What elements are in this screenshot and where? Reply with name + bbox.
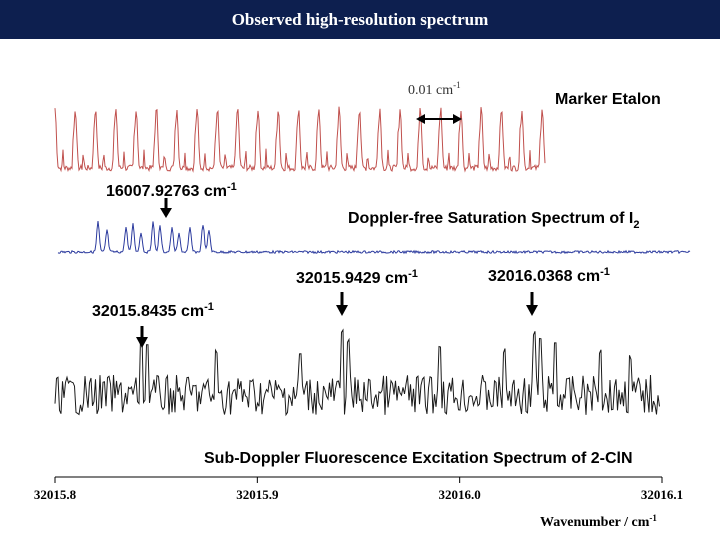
- fluorescence-series-label: Sub-Doppler Fluorescence Excitation Spec…: [204, 450, 633, 467]
- x-axis-ticks: 32015.8 32015.9 32016.0 32016.1: [34, 477, 683, 502]
- fluorescence-trace: [54, 328, 660, 417]
- iodine-trace: [57, 221, 691, 255]
- line-arrow-1: [336, 292, 348, 316]
- x-axis-label: Wavenumber / cm-1: [540, 513, 657, 530]
- etalon-series-label: Marker Etalon: [555, 91, 661, 108]
- etalon-spacing-label: 0.01 cm-1: [408, 80, 461, 98]
- iodine-series-label: Doppler-free Saturation Spectrum of I2: [348, 210, 640, 231]
- line-label-3: 32015.8435 cm-1: [92, 301, 214, 320]
- iodine-reference-label: 16007.92763 cm-1: [106, 181, 237, 200]
- x-tick-label: 32016.0: [439, 487, 481, 502]
- x-tick-label: 32015.9: [236, 487, 279, 502]
- iodine-reference-arrow: [160, 198, 172, 218]
- line-label-2: 32016.0368 cm-1: [488, 266, 610, 285]
- page-title: Observed high-resolution spectrum: [0, 0, 720, 39]
- x-tick-label: 32016.1: [641, 487, 683, 502]
- etalon-trace: [54, 106, 546, 173]
- line-arrow-2: [526, 292, 538, 316]
- line-arrow-3: [136, 326, 148, 348]
- line-label-1: 32015.9429 cm-1: [296, 268, 418, 287]
- x-tick-label: 32015.8: [34, 487, 77, 502]
- etalon-spacing-arrow: [416, 114, 462, 124]
